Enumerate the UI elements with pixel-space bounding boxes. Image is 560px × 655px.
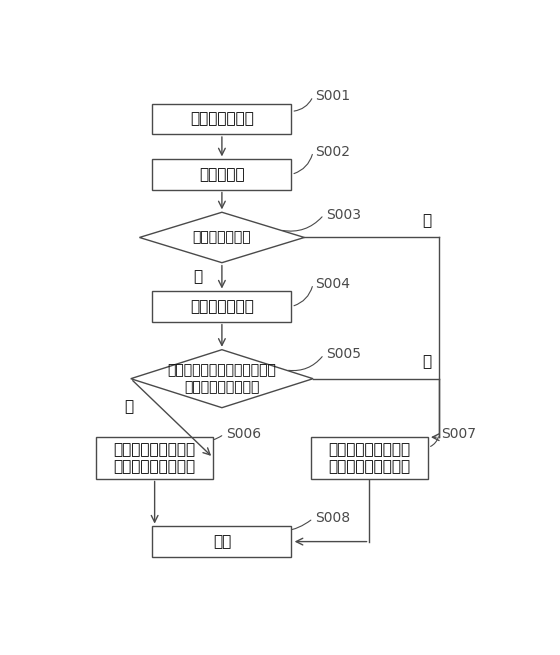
Polygon shape	[130, 350, 313, 407]
FancyBboxPatch shape	[152, 159, 291, 189]
Text: 否: 否	[422, 354, 431, 369]
Text: S002: S002	[315, 145, 350, 159]
Text: 启动摄像头: 启动摄像头	[199, 167, 245, 182]
Text: S006: S006	[226, 427, 262, 441]
Polygon shape	[139, 212, 305, 263]
Text: 与存储区中的人脸特征比对，
是否有相同的人脸？: 与存储区中的人脸特征比对， 是否有相同的人脸？	[167, 364, 276, 394]
Text: S001: S001	[315, 89, 351, 103]
Text: 选择与该人脸相应的
参数设置启动电视机: 选择与该人脸相应的 参数设置启动电视机	[114, 441, 195, 474]
Text: 否: 否	[422, 214, 431, 229]
Text: S008: S008	[315, 512, 351, 525]
FancyBboxPatch shape	[311, 437, 428, 479]
Text: 是: 是	[193, 269, 203, 284]
FancyBboxPatch shape	[96, 437, 213, 479]
Text: 按照最后一次保留的
参数设置启动电视机: 按照最后一次保留的 参数设置启动电视机	[328, 441, 410, 474]
Text: 拍下照片并保存: 拍下照片并保存	[190, 299, 254, 314]
Text: S004: S004	[315, 277, 350, 291]
Text: 是否捕捉到人脸: 是否捕捉到人脸	[193, 231, 251, 244]
Text: S005: S005	[326, 348, 361, 362]
Text: 开启电视机指令: 开启电视机指令	[190, 111, 254, 126]
FancyBboxPatch shape	[152, 527, 291, 557]
FancyBboxPatch shape	[152, 104, 291, 134]
Text: 结束: 结束	[213, 534, 231, 549]
Text: 是: 是	[124, 399, 133, 414]
FancyBboxPatch shape	[152, 291, 291, 322]
Text: S007: S007	[441, 427, 476, 441]
Text: S003: S003	[326, 208, 361, 222]
